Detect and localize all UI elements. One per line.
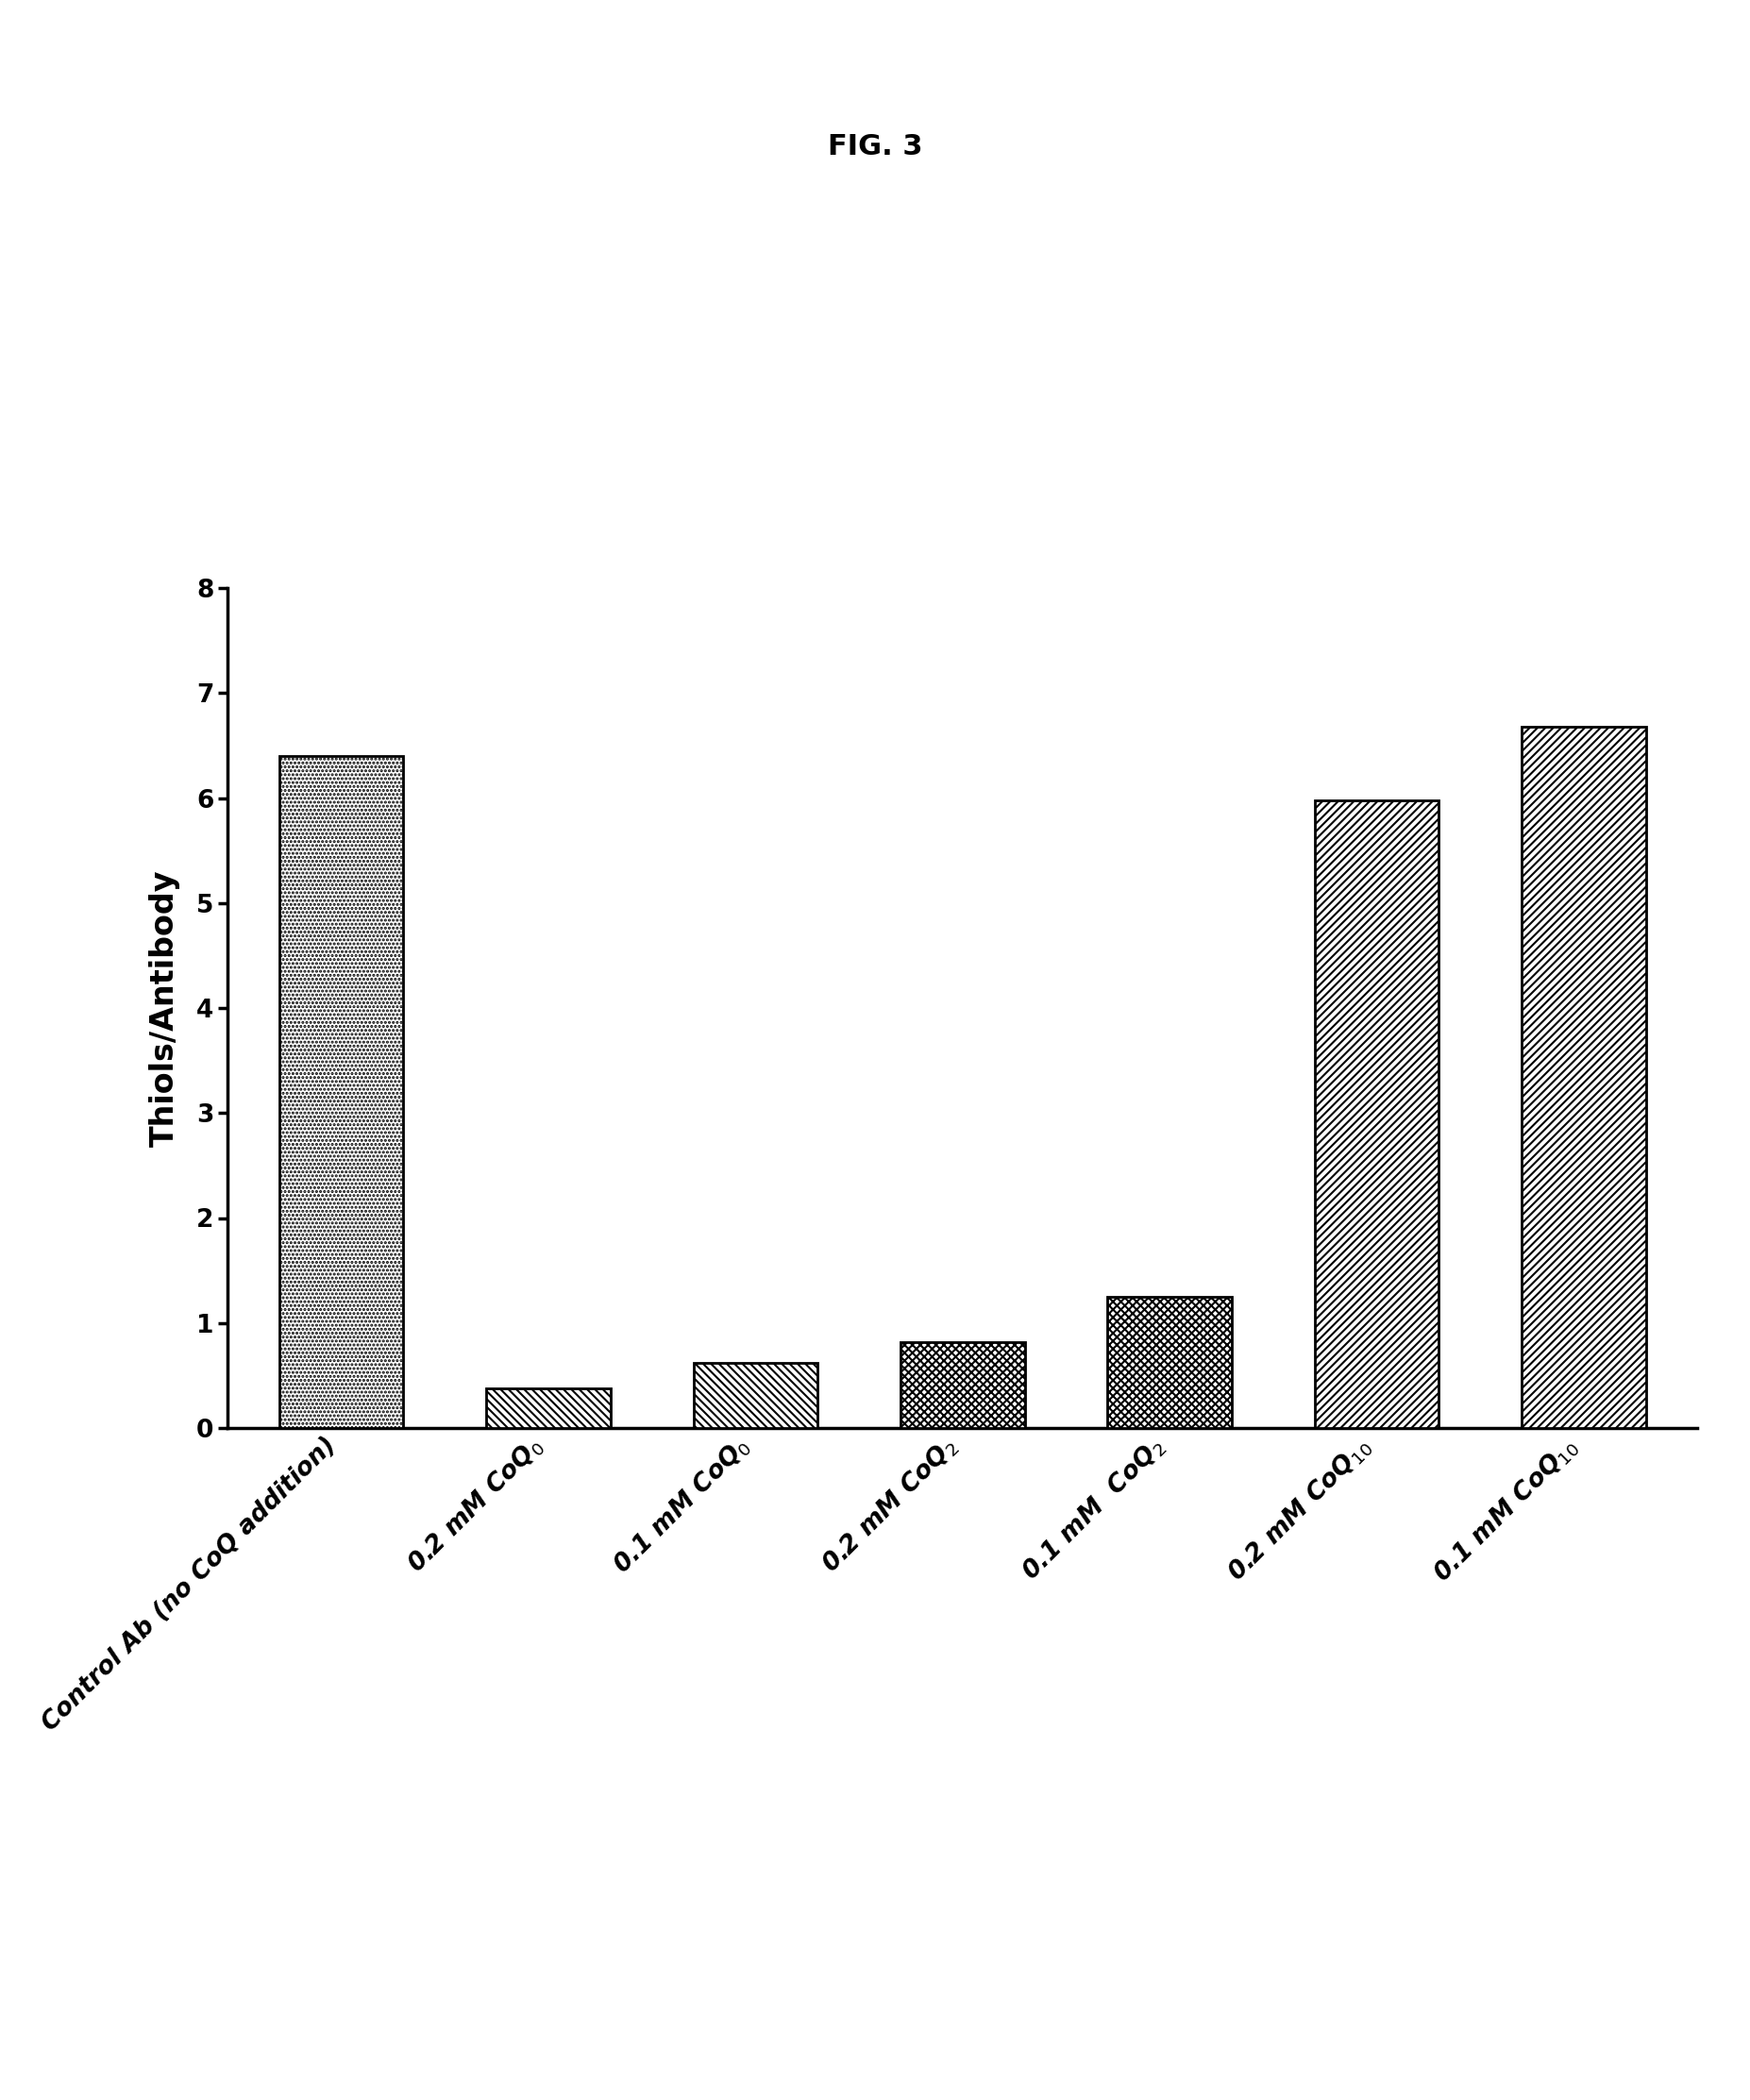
Bar: [693, 1363, 817, 1428]
Bar: [1108, 1296, 1232, 1428]
Bar: [901, 1342, 1024, 1428]
Bar: [1521, 727, 1645, 1428]
Bar: [486, 1388, 611, 1428]
Y-axis label: Thiols/Antibody: Thiols/Antibody: [149, 869, 180, 1147]
Bar: [280, 756, 404, 1428]
Text: FIG. 3: FIG. 3: [828, 132, 922, 162]
Bar: [1314, 800, 1438, 1428]
